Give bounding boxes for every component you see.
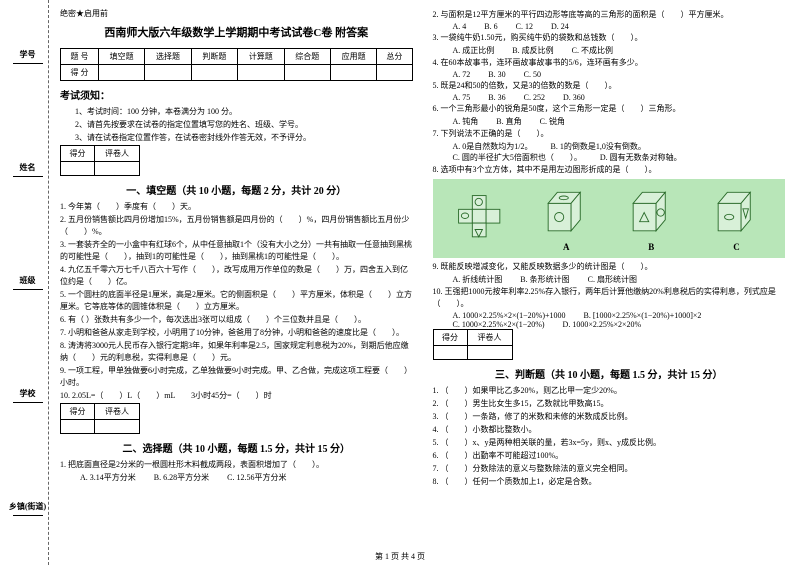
notice-item: 2、请首先按要求在试卷的指定位置填写您的姓名、班级、学号。 xyxy=(75,119,413,131)
question: 6. 一个三角形最小的锐角是50度，这个三角形一定是（ ）三角形。 xyxy=(433,103,786,115)
options: A. 1000×2.25%×2×(1−20%)+1000B. [1000×2.2… xyxy=(433,311,786,320)
table-row: 得 分 xyxy=(61,65,413,81)
binding-margin: 学号 姓名 班级 学校 乡镇(街道) xyxy=(5,0,50,565)
options: A. 折线统计图B. 条形统计图C. 扇形统计图 xyxy=(433,274,786,285)
question: 1. （ ）如果甲比乙多20%，则乙比甲一定少20%。 xyxy=(433,385,786,397)
page-footer: 第 1 页 共 4 页 xyxy=(0,551,800,562)
question: 9. 既能反映增减变化，又能反映数据多少的统计图是（ ）。 xyxy=(433,261,786,273)
question: 8. 选项中有3个立方体，其中不是用左边图形折成的是（ ）。 xyxy=(433,164,786,176)
binding-township: 乡镇(街道) xyxy=(9,501,46,516)
notice-item: 1、考试时间：100 分钟，本卷满分为 100 分。 xyxy=(75,106,413,118)
secret-label: 绝密★启用前 xyxy=(60,8,413,19)
column-right: 2. 与面积是12平方厘米的平行四边形等底等高的三角形的面积是（ ）平方厘米。 … xyxy=(433,8,786,489)
options: A. 4B. 6C. 12D. 24 xyxy=(433,22,786,31)
cube-icon xyxy=(709,185,764,240)
question: 3. 一袋纯牛奶1.50元，购买纯牛奶的袋数和总钱数（ ）。 xyxy=(433,32,786,44)
binding-school: 学校 xyxy=(13,388,43,403)
cube-option-c: C xyxy=(709,185,764,252)
notice-item: 3、请在试卷指定位置作答，在试卷密封线外作答无效，不予评分。 xyxy=(75,132,413,144)
question: 7. （ ）分数除法的意义与整数除法的意义完全相同。 xyxy=(433,463,786,475)
options: A. 成正比例B. 成反比例C. 不成比例 xyxy=(433,45,786,56)
binding-id: 学号 xyxy=(13,49,43,64)
question: 5. 既是24和50的倍数，又是3的倍数的数是（ ）。 xyxy=(433,80,786,92)
options: A. 75B. 36C. 252D. 360 xyxy=(433,93,786,102)
score-table: 题 号填空题选择题判断题计算题综合题应用题总分 得 分 xyxy=(60,48,413,81)
cube-icon xyxy=(539,185,594,240)
cube-diagram: A B C xyxy=(433,179,786,258)
binding-class: 班级 xyxy=(13,275,43,290)
cube-icon xyxy=(624,185,679,240)
question: 1. 今年第（ ）季度有（ ）天。 xyxy=(60,201,413,213)
cube-net-icon xyxy=(454,191,509,246)
question: 5. 一个圆柱的底面半径是1厘米，高是2厘米。它的侧面积是（ ）平方厘米，体积是… xyxy=(60,289,413,313)
exam-title: 西南师大版六年级数学上学期期中考试试卷C卷 附答案 xyxy=(60,24,413,40)
section-score-box: 得分评卷人 xyxy=(60,145,140,176)
section-score-box: 得分评卷人 xyxy=(433,329,513,360)
column-left: 绝密★启用前 西南师大版六年级数学上学期期中考试试卷C卷 附答案 题 号填空题选… xyxy=(15,8,413,489)
question: 2. 五月份销售额比四月份增加15%，五月份销售额是四月份的（ ）%，四月份销售… xyxy=(60,214,413,238)
question: 10. 2.05L=（ ）L（ ）mL 3小时45分=（ ）时 xyxy=(60,390,413,402)
notice-title: 考试须知： xyxy=(60,87,413,102)
options: A. 3.14平方分米B. 6.28平方分米C. 12.56平方分米 xyxy=(60,472,413,483)
section2-title: 二、选择题（共 10 小题，每题 1.5 分，共计 15 分） xyxy=(60,440,413,455)
question: 8. （ ）任何一个质数加上1，必定是合数。 xyxy=(433,476,786,488)
question: 2. 与面积是12平方厘米的平行四边形等底等高的三角形的面积是（ ）平方厘米。 xyxy=(433,9,786,21)
question: 7. 小明和爸爸从家走到学校，小明用了10分钟，爸爸用了8分钟，小明和爸爸的速度… xyxy=(60,327,413,339)
table-row: 题 号填空题选择题判断题计算题综合题应用题总分 xyxy=(61,49,413,65)
question: 1. 把底面直径是2分米的一根圆柱形木料截成两段，表面积增加了（ ）。 xyxy=(60,459,413,471)
question: 4. （ ）小数都比整数小。 xyxy=(433,424,786,436)
question: 3. 一套装齐全的一小盒中有红球6个，从中任意抽取1个（没有大小之分）一共有抽取… xyxy=(60,239,413,263)
section-score-box: 得分评卷人 xyxy=(60,403,140,434)
notice-list: 1、考试时间：100 分钟，本卷满分为 100 分。 2、请首先按要求在试卷的指… xyxy=(60,106,413,144)
question: 9. 一项工程，甲单独做要6小时完成，乙单独做要9小时完成。甲、乙合做，完成这项… xyxy=(60,365,413,389)
question: 2. （ ）男生比女生多15，乙数就比甲数高15。 xyxy=(433,398,786,410)
section1-title: 一、填空题（共 10 小题，每题 2 分，共计 20 分） xyxy=(60,182,413,197)
options: A. 钝角B. 直角C. 锐角 xyxy=(433,116,786,127)
options: C. 1000×2.25%×2×(1−20%)D. 1000×2.25%×2×2… xyxy=(433,320,786,329)
dash-line xyxy=(48,0,49,565)
binding-name: 姓名 xyxy=(13,162,43,177)
options: A. 0是自然数均为1/2。B. 1的倒数是1,0没有倒数。 xyxy=(433,141,786,152)
options: C. 圆的半径扩大5倍面积也（ ）。D. 圆有无数条对称轴。 xyxy=(433,152,786,163)
question: 4. 九亿五千零六万七千八百六十写作（ ），改写成用万作单位的数是（ ）万，四舍… xyxy=(60,264,413,288)
question: 7. 下列说法不正确的是（ ）。 xyxy=(433,128,786,140)
question: 6. 有（ ）张数共有多少一个，每次选出3张可以组成（ ）个三位数并且是（ ）。 xyxy=(60,314,413,326)
section3-title: 三、判断题（共 10 小题，每题 1.5 分，共计 15 分） xyxy=(433,366,786,381)
question: 5. （ ）x、y是两种相关联的量，若3x=5y，则x、y成反比例。 xyxy=(433,437,786,449)
options: A. 72B. 30C. 50 xyxy=(433,70,786,79)
question: 8. 涛涛将3000元人民币存入银行定期3年，如果年利率是2.5，国家规定利息税… xyxy=(60,340,413,364)
cube-option-a: A xyxy=(539,185,594,252)
page: 绝密★启用前 西南师大版六年级数学上学期期中考试试卷C卷 附答案 题 号填空题选… xyxy=(0,0,800,497)
cube-option-b: B xyxy=(624,185,679,252)
question: 3. （ ）一条路，修了的米数和未修的米数成反比例。 xyxy=(433,411,786,423)
question: 10. 王强把1000元按年利率2.25%存入银行，两年后计算他缴纳20%利息税… xyxy=(433,286,786,310)
question: 4. 在60本故事书，连环画故事故事书的5/6，连环画有多少。 xyxy=(433,57,786,69)
question: 6. （ ）出勤率不可能超过100%。 xyxy=(433,450,786,462)
